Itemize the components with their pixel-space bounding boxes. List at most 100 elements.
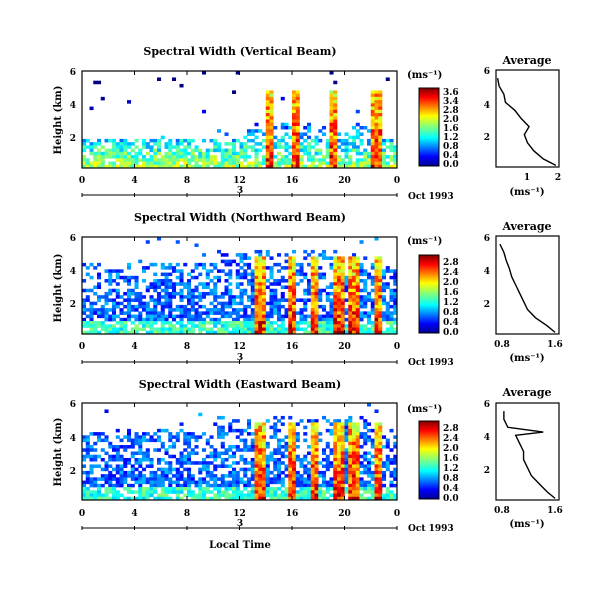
heatmap-cell — [85, 496, 90, 501]
heatmap-cell — [258, 256, 263, 260]
heatmap-cell — [82, 438, 87, 443]
heatmap-cell — [205, 441, 210, 446]
heatmap-cell — [123, 496, 128, 501]
avg-y-tick-label: 6 — [484, 400, 490, 410]
heatmap-cell — [389, 490, 394, 494]
heatmap-cell — [352, 279, 357, 283]
heatmap-cell — [130, 148, 135, 153]
heatmap-cell — [344, 132, 349, 136]
heatmap-cell — [250, 448, 255, 452]
heatmap-cell — [250, 132, 255, 136]
heatmap-cell — [247, 282, 252, 286]
heatmap-cell — [157, 279, 162, 283]
heatmap-cell — [190, 269, 195, 273]
heatmap-cell — [187, 295, 192, 299]
heatmap-cell — [322, 272, 327, 277]
heatmap-cell — [284, 314, 289, 319]
heatmap-cell — [295, 422, 300, 426]
heatmap-cell — [172, 330, 177, 335]
heatmap-cell — [243, 145, 248, 149]
y-axis-label: Height (km) — [53, 418, 64, 487]
heatmap-cell — [382, 164, 387, 169]
heatmap-cell — [247, 490, 252, 494]
heatmap-cell — [370, 330, 375, 335]
heatmap-cell — [295, 151, 300, 156]
heatmap-cell — [112, 142, 117, 146]
heatmap-cell — [112, 145, 117, 149]
heatmap-cell — [355, 272, 360, 277]
heatmap-cell — [85, 158, 90, 162]
heatmap-cell — [344, 275, 349, 280]
x-tick-label: 20 — [338, 176, 351, 186]
heatmap-cell — [325, 445, 330, 449]
heatmap-cell — [149, 145, 154, 149]
heatmap-cell — [352, 311, 357, 315]
heatmap-cell — [168, 161, 173, 166]
heatmap-cell — [172, 151, 177, 156]
heatmap-cell — [134, 438, 139, 443]
heatmap-cell — [314, 291, 319, 296]
heatmap-cell — [363, 298, 368, 302]
heatmap-cell — [175, 155, 180, 159]
heatmap-cell — [145, 164, 150, 169]
heatmap-cell — [175, 480, 180, 485]
heatmap-cell — [224, 158, 229, 162]
heatmap-cell — [318, 432, 323, 436]
heatmap-cell — [119, 311, 124, 315]
heatmap-cell — [262, 330, 267, 335]
heatmap-cell — [393, 311, 398, 315]
heatmap-cell — [337, 461, 342, 465]
heatmap-cell — [355, 164, 360, 169]
heatmap-cell — [224, 330, 229, 335]
heatmap-cell — [85, 435, 90, 439]
heatmap-cell — [149, 457, 154, 462]
heatmap-cell — [149, 298, 154, 302]
heatmap-cell — [175, 142, 180, 146]
heatmap-cell — [142, 266, 147, 270]
heatmap-cell — [322, 448, 327, 452]
heatmap-cell — [307, 419, 312, 423]
heatmap-cell — [168, 266, 173, 270]
heatmap-cell — [190, 448, 195, 452]
heatmap-cell — [307, 467, 312, 472]
heatmap-cell — [187, 432, 192, 436]
heatmap-cell — [254, 327, 259, 332]
heatmap-cell — [145, 496, 150, 501]
heatmap-cell — [119, 457, 124, 462]
heatmap-cell — [179, 288, 184, 293]
heatmap-cell — [378, 282, 383, 286]
heatmap-cell — [322, 470, 327, 475]
heatmap-cell — [382, 288, 387, 293]
heatmap-cell — [145, 477, 150, 481]
heatmap-cell — [280, 125, 285, 130]
heatmap-cell — [273, 125, 278, 130]
heatmap-cell — [303, 467, 308, 472]
heatmap-cell — [168, 308, 173, 312]
heatmap-cell — [333, 142, 338, 146]
heatmap-cell — [258, 428, 263, 433]
heatmap-cell — [134, 308, 139, 312]
heatmap-cell — [367, 470, 372, 475]
heatmap-cell — [374, 262, 379, 267]
heatmap-cell — [179, 327, 184, 332]
heatmap-cell — [220, 253, 225, 257]
heatmap-cell — [288, 282, 293, 286]
heatmap-cell — [288, 304, 293, 309]
heatmap-cell — [228, 496, 233, 501]
heatmap-cell — [97, 311, 102, 315]
heatmap-cell — [217, 435, 222, 439]
heatmap-cell — [329, 298, 334, 302]
heatmap-cell — [299, 419, 304, 423]
heatmap-cell — [258, 301, 263, 306]
heatmap-cell — [348, 262, 353, 267]
heatmap-cell — [247, 164, 252, 169]
heatmap-cell — [393, 317, 398, 322]
heatmap-cell — [265, 135, 270, 140]
heatmap-cell — [175, 291, 180, 296]
heatmap-cell — [340, 259, 345, 264]
heatmap-cell — [243, 428, 248, 433]
heatmap-cell — [149, 435, 154, 439]
heatmap-cell — [239, 432, 244, 436]
colorbar-tick-label: 2.8 — [443, 258, 459, 268]
heatmap-cell — [220, 314, 225, 319]
